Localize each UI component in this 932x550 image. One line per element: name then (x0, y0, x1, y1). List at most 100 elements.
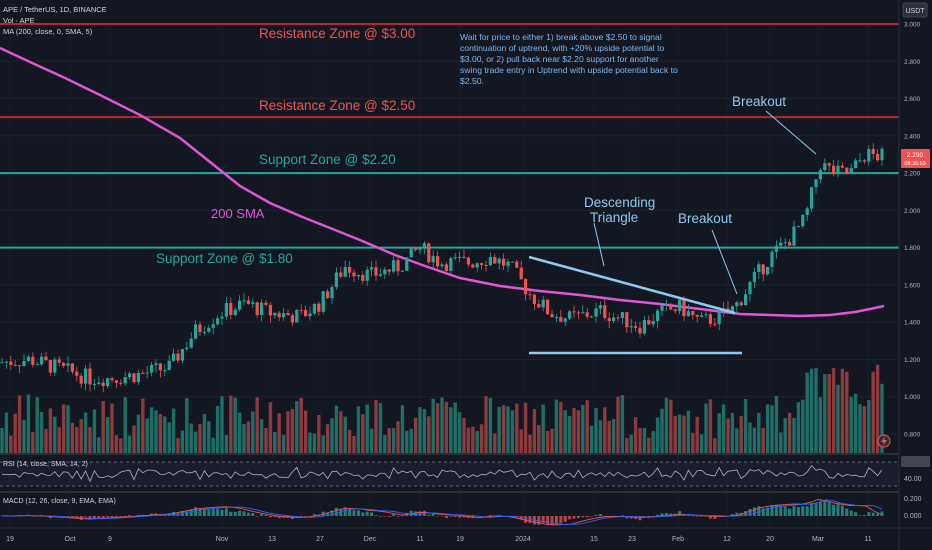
candle-body (70, 363, 74, 372)
macd-bar (757, 506, 761, 516)
ma-legend[interactable]: MA (200, close, 0, SMA, 5) (3, 27, 93, 36)
currency-badge[interactable] (902, 2, 928, 18)
macd-bar (625, 516, 629, 519)
macd-bar (805, 506, 809, 516)
volume-bar (457, 412, 462, 454)
macd-bar (172, 511, 176, 516)
volume-bar (317, 415, 321, 454)
macd-bar (330, 510, 334, 516)
volume-bar (207, 421, 211, 454)
candle-body (233, 309, 237, 315)
time-tick-label: 2024 (515, 536, 531, 543)
time-tick-label: Oct (65, 536, 76, 543)
volume-bar (699, 434, 704, 454)
volume-bar (858, 404, 862, 454)
volume-bar (827, 374, 831, 454)
rsi-tick: 40.00 (904, 476, 922, 483)
volume-bar (374, 399, 378, 454)
volume-bar (809, 368, 814, 454)
macd-bar (317, 515, 321, 517)
volume-bar (823, 374, 827, 454)
volume-bar (396, 421, 400, 454)
symbol-title[interactable]: APE / TetherUS, 1D, BINANCE (3, 5, 107, 14)
volume-bar (119, 438, 123, 454)
volume-bar (585, 400, 589, 454)
volume-bar (123, 397, 127, 454)
macd-bar (84, 516, 88, 517)
volume-bar (237, 412, 242, 454)
volume-bar (233, 397, 237, 454)
candle-body (180, 349, 184, 361)
macd-bar (695, 516, 699, 517)
volume-bar (277, 413, 281, 454)
volume-bar (158, 414, 163, 454)
volume-bar (17, 395, 22, 454)
candle-body (211, 324, 215, 328)
macd-bar (233, 511, 237, 516)
macd-bar (400, 515, 404, 517)
volume-bar (0, 428, 4, 454)
candle-body (277, 312, 281, 318)
macd-tick-zero: 0.000 (904, 513, 922, 520)
volume-bar (431, 398, 435, 454)
volume-bar (567, 416, 572, 454)
currency-label[interactable]: USDT (905, 8, 925, 15)
price-tick-label: 1.800 (904, 245, 921, 252)
volume-bar (145, 418, 149, 454)
macd-bar (488, 514, 492, 516)
volume-bar (273, 431, 277, 454)
price-candles[interactable] (0, 143, 884, 393)
macd-bar (704, 516, 708, 517)
macd-bar (326, 512, 330, 516)
macd-bar (31, 516, 35, 517)
candle-body (537, 304, 541, 308)
macd-bar (260, 514, 264, 516)
candle-body (453, 257, 457, 259)
candle-body (106, 378, 110, 387)
volume-bar (545, 430, 550, 454)
candle-body (48, 360, 52, 373)
rsi-legend[interactable]: RSI (14, close, SMA, 14, 2) (3, 461, 88, 468)
macd-bar (730, 514, 734, 516)
volume-bar (765, 404, 770, 454)
volume-bar (576, 410, 581, 454)
macd-bar (202, 509, 206, 516)
candle-body (400, 270, 404, 272)
candle-body (9, 361, 13, 365)
candle-body (757, 264, 761, 272)
volume-bar (202, 414, 207, 454)
macd-legend[interactable]: MACD (12, 26, close, 9, EMA, EMA) (3, 498, 116, 505)
macd-bar (220, 509, 224, 516)
candle-body (282, 313, 286, 318)
volume-bar (75, 426, 79, 454)
volume-bar (295, 401, 299, 454)
macd-bar (440, 516, 444, 517)
volume-bars (0, 364, 884, 454)
macd-bar (854, 512, 858, 516)
macd-bar (268, 516, 272, 518)
candle-body (207, 327, 211, 332)
volume-legend[interactable]: Vol · APE (3, 16, 35, 25)
candle-body (255, 302, 259, 316)
macd-bar (708, 516, 712, 519)
macd-bar (458, 516, 462, 518)
volume-bar (141, 398, 145, 454)
macd-bar (255, 516, 259, 517)
candle-body (770, 251, 774, 267)
lightning-icon[interactable] (877, 434, 891, 448)
candle-body (656, 310, 660, 322)
volume-bar (418, 407, 422, 454)
candle-body (308, 313, 312, 317)
volume-bar (4, 412, 9, 454)
candle-body (132, 373, 136, 383)
volume-bar (101, 401, 105, 454)
triangle-upper-line (528, 255, 736, 315)
candle-body (660, 305, 664, 311)
volume-bar (818, 397, 823, 454)
macd-bar (546, 516, 550, 526)
volume-bar (176, 438, 180, 454)
triangle-label-line1: Descending (584, 195, 655, 210)
candle-body (761, 264, 765, 275)
time-tick-label: 13 (268, 536, 276, 543)
candle-body (462, 256, 466, 258)
